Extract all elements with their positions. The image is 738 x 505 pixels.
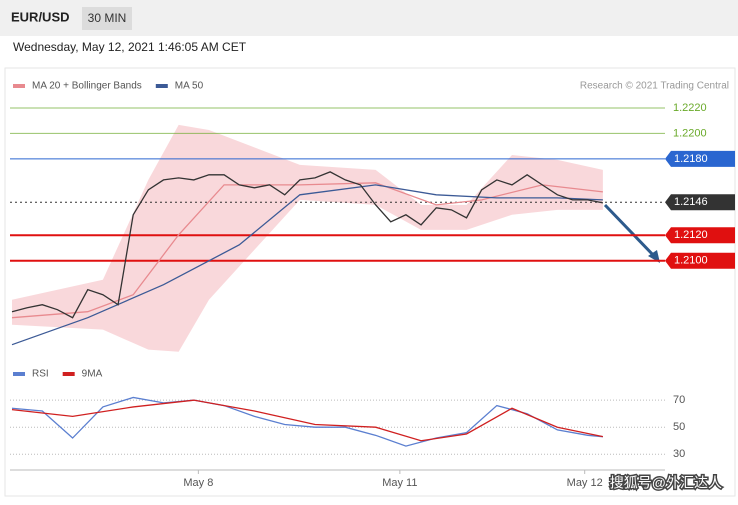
x-tick-label: May 12 <box>567 477 603 489</box>
timeframe-box[interactable] <box>82 7 132 30</box>
legend-swatch <box>155 84 168 88</box>
legend-label: RSI <box>32 369 49 380</box>
level-tag <box>665 252 735 269</box>
timestamp: Wednesday, May 12, 2021 1:46:05 AM CET <box>13 40 247 54</box>
symbol: EUR/USD <box>11 9 70 24</box>
timeframe[interactable]: 30 MIN <box>88 11 127 25</box>
series-line <box>11 399 604 442</box>
credit: Research © 2021 Trading Central <box>580 81 729 92</box>
frame <box>4 67 736 497</box>
level-label: 1.2120 <box>674 229 708 241</box>
x-tick-label: May 11 <box>382 477 417 489</box>
level-label: 1.2146 <box>674 196 708 208</box>
x-tick-label: May 8 <box>183 477 213 489</box>
level-tag <box>665 227 735 244</box>
y-tick-label: 30 <box>673 448 685 460</box>
series-line <box>11 171 604 319</box>
legend-label: MA 20 + Bollinger Bands <box>32 81 142 92</box>
legend-label: MA 50 <box>175 81 204 92</box>
legend-swatch <box>13 84 25 88</box>
y-tick-label: 50 <box>673 421 685 433</box>
bollinger-band <box>12 124 603 352</box>
y-tick-label: 70 <box>673 394 685 406</box>
level-tag <box>665 194 735 211</box>
watermark: 搜狐号@外汇达人 <box>610 475 722 491</box>
forecast-arrow <box>603 203 658 260</box>
series-line <box>11 184 603 346</box>
series-line <box>11 182 603 319</box>
arrow-head <box>648 250 660 263</box>
level-label: 1.2100 <box>674 255 708 267</box>
legend-swatch <box>62 372 75 376</box>
level-label: 1.2220 <box>673 102 707 114</box>
level-label: 1.2180 <box>674 153 708 165</box>
legend-label: 9MA <box>82 369 103 380</box>
series-line <box>11 396 603 447</box>
level-tag <box>665 150 735 167</box>
legend-swatch <box>13 372 25 376</box>
level-label: 1.2200 <box>673 127 707 139</box>
